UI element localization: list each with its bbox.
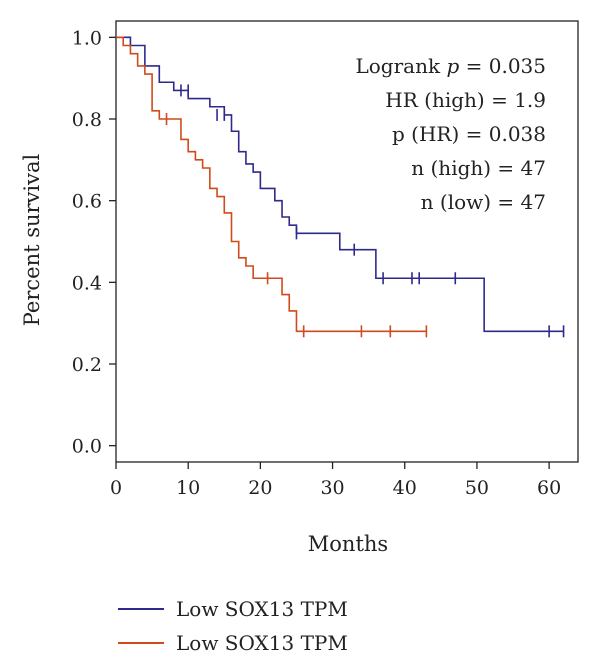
x-tick-label: 40 [393, 477, 417, 499]
legend-item-1: Low SOX13 TPM [118, 592, 348, 626]
x-tick-label: 60 [537, 477, 561, 499]
legend-label-1: Low SOX13 TPM [176, 597, 348, 621]
survival-chart: 0 10 20 30 40 50 60 0.0 0.2 0.4 0.6 0.8 1.0 Percent… [20, 20, 579, 556]
annotation-line-2: HR (high) = 1.9 [385, 88, 546, 112]
legend-item-2: Low SOX13 TPM [118, 626, 348, 660]
stats-annotations: Logrank p = 0.035 HR (high) = 1.9 p (HR) =… [355, 54, 546, 214]
y-axis-title: Percent survival [20, 153, 44, 326]
survival-line-2 [116, 36, 427, 333]
series-lines [116, 36, 564, 333]
legend-label-2: Low SOX13 TPM [176, 631, 348, 655]
y-tick-label: 0.6 [72, 191, 102, 213]
x-tick-label: 0 [110, 477, 122, 499]
y-tick-label: 0.0 [72, 436, 102, 458]
plot-frame [115, 20, 579, 463]
plot-axes [109, 20, 579, 469]
y-tick-label: 1.0 [72, 27, 102, 49]
annotation-line-3: p (HR) = 0.038 [392, 122, 546, 146]
x-axis-title: Months [308, 532, 388, 556]
x-tick-label: 30 [320, 477, 344, 499]
y-tick-label: 0.2 [72, 354, 102, 376]
x-tick-labels: 0 10 20 30 40 50 60 [110, 477, 561, 499]
annotation-line-1: Logrank p = 0.035 [355, 54, 546, 78]
censor-marks [165, 84, 565, 338]
survival-line-1 [116, 36, 564, 333]
y-tick-label: 0.8 [72, 109, 102, 131]
x-tick-label: 10 [176, 477, 200, 499]
annotation-line-5: n (low) = 47 [421, 190, 546, 214]
x-tick-label: 50 [465, 477, 489, 499]
legend-swatch-1 [118, 608, 164, 610]
x-tick-label: 20 [248, 477, 272, 499]
annotation-line-4: n (high) = 47 [411, 156, 546, 180]
legend-swatch-2 [118, 642, 164, 644]
legend: Low SOX13 TPM Low SOX13 TPM [118, 592, 348, 660]
y-tick-labels: 0.0 0.2 0.4 0.6 0.8 1.0 [72, 27, 102, 457]
y-tick-label: 0.4 [72, 272, 102, 294]
